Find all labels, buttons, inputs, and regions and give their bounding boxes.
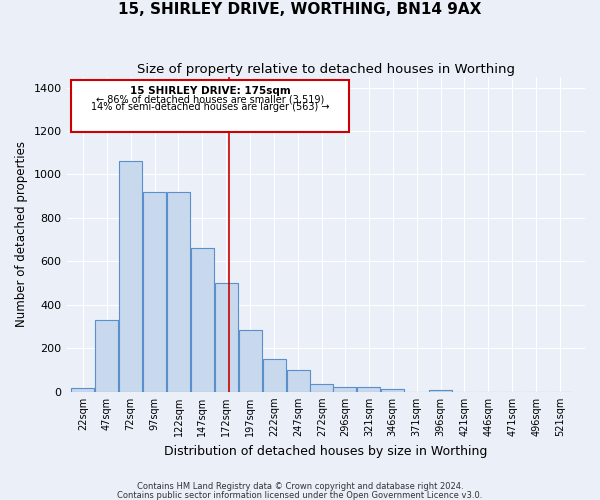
Bar xyxy=(95,320,118,392)
Bar xyxy=(239,330,262,392)
Bar xyxy=(167,192,190,392)
Text: Contains public sector information licensed under the Open Government Licence v3: Contains public sector information licen… xyxy=(118,491,482,500)
Bar xyxy=(71,388,94,392)
Bar xyxy=(119,162,142,392)
Text: 14% of semi-detached houses are larger (563) →: 14% of semi-detached houses are larger (… xyxy=(91,102,329,112)
Text: ← 86% of detached houses are smaller (3,519): ← 86% of detached houses are smaller (3,… xyxy=(96,94,324,104)
Bar xyxy=(143,192,166,392)
Y-axis label: Number of detached properties: Number of detached properties xyxy=(15,141,28,327)
Bar xyxy=(381,388,404,392)
Bar xyxy=(215,283,238,392)
FancyBboxPatch shape xyxy=(71,80,349,132)
Bar xyxy=(358,387,380,392)
Text: 15, SHIRLEY DRIVE, WORTHING, BN14 9AX: 15, SHIRLEY DRIVE, WORTHING, BN14 9AX xyxy=(118,2,482,18)
Bar xyxy=(429,390,452,392)
Text: 15 SHIRLEY DRIVE: 175sqm: 15 SHIRLEY DRIVE: 175sqm xyxy=(130,86,290,96)
Text: Contains HM Land Registry data © Crown copyright and database right 2024.: Contains HM Land Registry data © Crown c… xyxy=(137,482,463,491)
Bar xyxy=(287,370,310,392)
Bar xyxy=(334,387,356,392)
Bar xyxy=(191,248,214,392)
Title: Size of property relative to detached houses in Worthing: Size of property relative to detached ho… xyxy=(137,62,515,76)
X-axis label: Distribution of detached houses by size in Worthing: Distribution of detached houses by size … xyxy=(164,444,487,458)
Bar xyxy=(310,384,334,392)
Bar xyxy=(263,359,286,392)
